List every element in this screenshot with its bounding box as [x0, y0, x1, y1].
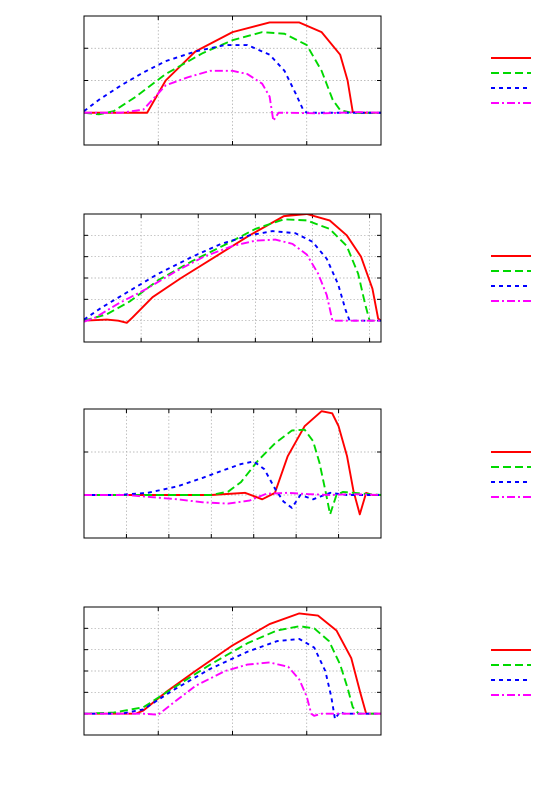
series-line-4: [84, 661, 381, 717]
series-line-3: [84, 230, 381, 322]
series-line-4: [84, 69, 381, 122]
series-line-1: [84, 410, 381, 516]
series-line-3: [84, 638, 381, 720]
series-line-2: [84, 31, 381, 116]
series-line-4: [84, 491, 381, 505]
chart-panel-3: [83, 408, 531, 539]
series-line-4: [84, 238, 381, 323]
legend: [491, 255, 531, 302]
chart-panels: [83, 15, 531, 736]
series-line-1: [84, 612, 381, 715]
chart-panel-4: [83, 606, 531, 736]
series-line-1: [84, 214, 381, 324]
legend: [491, 649, 531, 696]
series-line-2: [84, 218, 381, 322]
series-line-3: [84, 44, 381, 114]
series-line-3: [84, 460, 381, 509]
legend: [491, 57, 531, 104]
plot-frame: [83, 213, 382, 343]
legend: [491, 451, 531, 498]
chart-panel-1: [83, 15, 531, 146]
plot-frame: [83, 408, 382, 539]
series-line-2: [84, 428, 381, 516]
plot-frame: [83, 15, 382, 146]
plot-frame: [83, 606, 382, 736]
series-line-1: [84, 21, 381, 114]
chart-panel-2: [83, 213, 531, 343]
